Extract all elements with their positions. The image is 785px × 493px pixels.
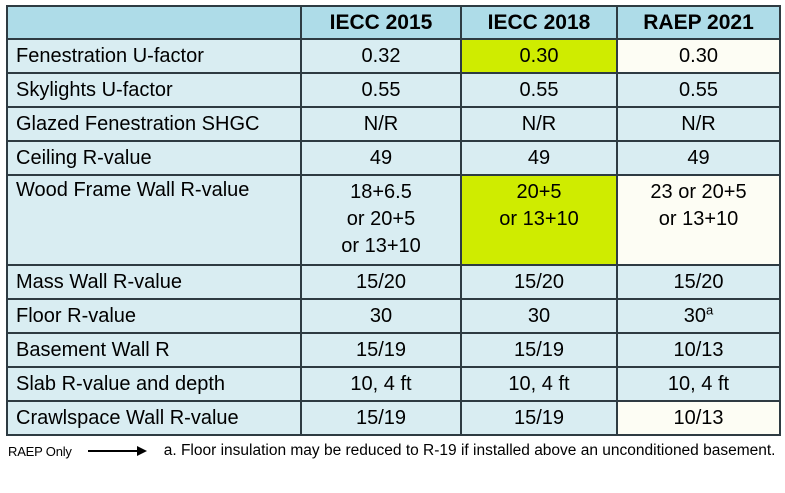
table-row-fenestration: Fenestration U-factor 0.32 0.30 0.30 [6, 38, 781, 74]
table-row-basement-wall: Basement Wall R 15/19 15/19 10/13 [6, 332, 781, 368]
footnote-ref-a: a [706, 301, 714, 317]
row-label: Basement Wall R [6, 332, 302, 368]
value-cell: 15/19 [300, 332, 462, 368]
header-cell-iecc-2018: IECC 2018 [460, 5, 618, 40]
value-cell-changed: 10/13 [616, 400, 781, 436]
row-label: Floor R-value [6, 298, 302, 334]
value-cell: 15/19 [300, 400, 462, 436]
table-body: Fenestration U-factor 0.32 0.30 0.30 Sky… [6, 38, 781, 436]
value-cell: 10, 4 ft [460, 366, 618, 402]
right-arrow-icon [87, 446, 147, 456]
value-cell: 0.55 [616, 72, 781, 108]
value-cell: N/R [300, 106, 462, 142]
row-label: Mass Wall R-value [6, 264, 302, 300]
value-cell: 10/13 [616, 332, 781, 368]
value-cell: 30 [460, 298, 618, 334]
table-row-floor: Floor R-value 30 30 30a [6, 298, 781, 334]
row-label: Ceiling R-value [6, 140, 302, 176]
value-cell: 15/20 [300, 264, 462, 300]
table-row-crawlspace: Crawlspace Wall R-value 15/19 15/19 10/1… [6, 400, 781, 436]
value-cell: 10, 4 ft [616, 366, 781, 402]
cell-text: 30 [683, 304, 706, 327]
value-cell: 0.32 [300, 38, 462, 74]
value-cell: 49 [616, 140, 781, 176]
value-cell-with-footnote: 30a [616, 298, 781, 334]
energy-code-comparison-table: IECC 2015 IECC 2018 RAEP 2021 Fenestrati… [6, 5, 781, 436]
value-cell: 15/20 [616, 264, 781, 300]
row-label: Skylights U-factor [6, 72, 302, 108]
value-cell: N/R [460, 106, 618, 142]
value-cell: 0.55 [300, 72, 462, 108]
value-cell-changed: 0.30 [616, 38, 781, 74]
row-label: Fenestration U-factor [6, 38, 302, 74]
header-cell-blank [6, 5, 302, 40]
table-row-skylights: Skylights U-factor 0.55 0.55 0.55 [6, 72, 781, 108]
value-cell: 18+6.5 or 20+5 or 13+10 [300, 174, 462, 266]
row-label: Slab R-value and depth [6, 366, 302, 402]
value-cell: 15/20 [460, 264, 618, 300]
raep-only-label: RAEP Only [8, 443, 72, 459]
value-cell-changed: 23 or 20+5 or 13+10 [616, 174, 781, 266]
table-row-ceiling: Ceiling R-value 49 49 49 [6, 140, 781, 176]
value-cell: 15/19 [460, 400, 618, 436]
value-cell: 30 [300, 298, 462, 334]
table-row-slab: Slab R-value and depth 10, 4 ft 10, 4 ft… [6, 366, 781, 402]
header-row: IECC 2015 IECC 2018 RAEP 2021 [6, 5, 781, 40]
table-header: IECC 2015 IECC 2018 RAEP 2021 [6, 5, 781, 40]
value-cell-highlighted: 0.30 [460, 38, 618, 74]
value-cell: 0.55 [460, 72, 618, 108]
value-cell: 15/19 [460, 332, 618, 368]
row-label: Glazed Fenestration SHGC [6, 106, 302, 142]
row-label: Wood Frame Wall R-value [6, 174, 302, 266]
footnote-text: a. Floor insulation may be reduced to R-… [163, 442, 776, 459]
value-cell-highlighted: 20+5 or 13+10 [460, 174, 618, 266]
header-cell-iecc-2015: IECC 2015 [300, 5, 462, 40]
value-cell: N/R [616, 106, 781, 142]
value-cell: 49 [460, 140, 618, 176]
table-row-glazed-shgc: Glazed Fenestration SHGC N/R N/R N/R [6, 106, 781, 142]
row-label: Crawlspace Wall R-value [6, 400, 302, 436]
page: IECC 2015 IECC 2018 RAEP 2021 Fenestrati… [6, 5, 781, 460]
header-cell-raep-2021: RAEP 2021 [616, 5, 781, 40]
value-cell: 10, 4 ft [300, 366, 462, 402]
value-cell: 49 [300, 140, 462, 176]
table-footer: RAEP Only a. Floor insulation may be red… [6, 442, 780, 460]
table-row-wood-frame-wall: Wood Frame Wall R-value 18+6.5 or 20+5 o… [6, 174, 781, 266]
table-row-mass-wall: Mass Wall R-value 15/20 15/20 15/20 [6, 264, 781, 300]
